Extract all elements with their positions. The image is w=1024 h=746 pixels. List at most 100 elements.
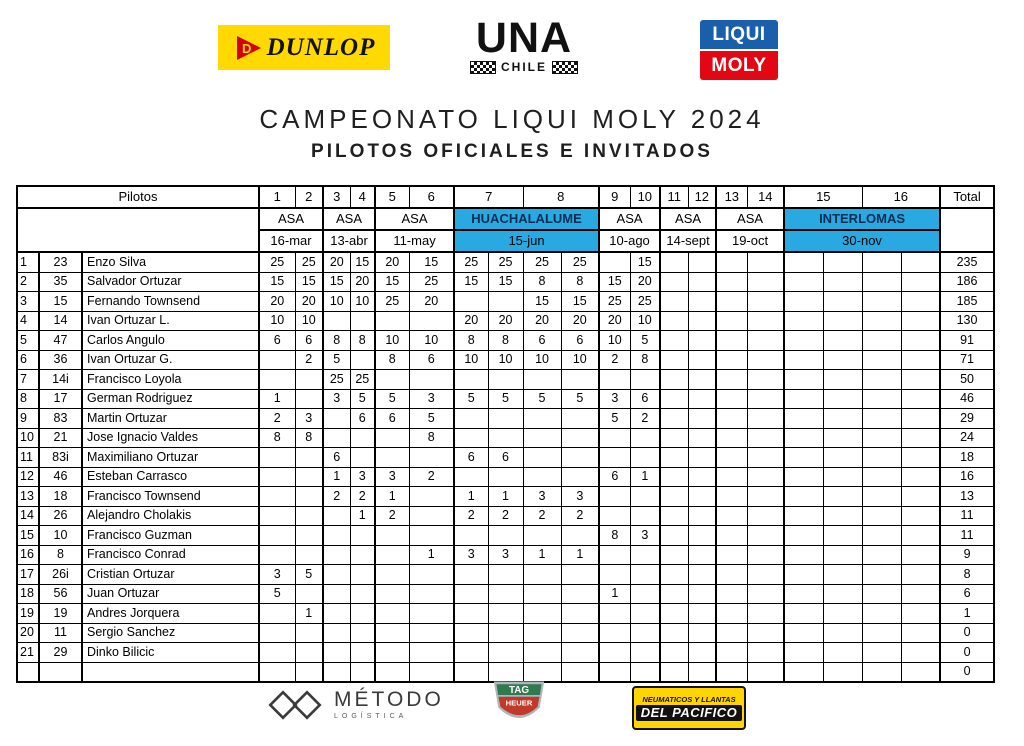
- metodo-logistica-logo: MÉTODO LOGÍSTICA: [266, 688, 444, 722]
- score-cell: [746, 466, 786, 487]
- score-cell: [522, 564, 562, 585]
- score-cell: 1: [560, 544, 601, 565]
- score-cell: [783, 447, 824, 468]
- score-cell: [659, 408, 689, 429]
- driver-row: 14 26 Alejandro Cholakis 1 2 2 2 2 2 11: [16, 505, 995, 526]
- score-cell: 15: [258, 271, 296, 292]
- score-cell: [822, 564, 863, 585]
- score-cell: [258, 642, 296, 663]
- driver-name-cell: Martin Ortuzar: [81, 408, 261, 429]
- score-cell: [629, 564, 662, 585]
- score-cell: 1: [294, 603, 325, 624]
- score-cell: [861, 427, 902, 448]
- position-cell: 20: [16, 622, 40, 643]
- event-date-cell: 10-ago: [598, 229, 662, 253]
- score-cell: 15: [560, 291, 601, 312]
- score-cell: 5: [322, 349, 351, 370]
- round-number-cell: 10: [629, 185, 662, 209]
- driver-row: 17 26i Cristian Ortuzar 3 5 8: [16, 564, 995, 585]
- driver-row: 3 15 Fernando Townsend 20 20 10 10 25 20 15 15 25 25…: [16, 291, 995, 312]
- score-cell: [900, 427, 942, 448]
- score-cell: 25: [258, 251, 296, 273]
- score-cell: [294, 486, 325, 507]
- score-cell: [294, 642, 325, 663]
- score-cell: [294, 583, 325, 604]
- score-cell: [715, 642, 748, 663]
- score-cell: 3: [598, 388, 631, 409]
- car-number-cell: 83i: [38, 447, 83, 468]
- score-cell: [822, 310, 863, 331]
- score-cell: [715, 388, 748, 409]
- score-cell: [487, 525, 524, 546]
- score-cell: [258, 349, 296, 370]
- score-cell: [522, 525, 562, 546]
- score-cell: [629, 603, 662, 624]
- score-cell: [783, 544, 824, 565]
- position-cell: 7: [16, 369, 40, 390]
- score-cell: [322, 642, 351, 663]
- score-cell: [746, 661, 786, 683]
- score-cell: [746, 603, 786, 624]
- car-number-cell: 29: [38, 642, 83, 663]
- score-cell: [715, 622, 748, 643]
- score-cell: 10: [374, 330, 410, 351]
- position-cell: 1: [16, 251, 40, 273]
- round-number-cell: 9: [598, 185, 631, 209]
- total-cell: 0: [939, 661, 995, 683]
- dunlop-logo: D DUNLOP: [218, 25, 390, 70]
- driver-row: 10 21 Jose Ignacio Valdes 8 8 8 24: [16, 427, 995, 448]
- score-cell: [598, 447, 631, 468]
- score-cell: [374, 603, 410, 624]
- score-cell: [746, 408, 786, 429]
- score-cell: [783, 349, 824, 370]
- score-cell: 3: [522, 486, 562, 507]
- score-cell: 1: [487, 486, 524, 507]
- score-cell: [349, 525, 377, 546]
- score-cell: [560, 466, 601, 487]
- score-cell: [453, 622, 489, 643]
- score-cell: 8: [487, 330, 524, 351]
- score-cell: 6: [294, 330, 325, 351]
- score-cell: [522, 603, 562, 624]
- position-cell: 8: [16, 388, 40, 409]
- score-cell: 3: [374, 466, 410, 487]
- score-cell: 2: [522, 505, 562, 526]
- score-cell: 1: [598, 583, 631, 604]
- score-cell: 2: [560, 505, 601, 526]
- driver-row: 6 36 Ivan Ortuzar G. 2 5 8 6 10 10 10 10 2 8 71: [16, 349, 995, 370]
- score-cell: [598, 505, 631, 526]
- del-pacifico-logo: NEUMATICOS Y LLANTAS DEL PACIFICO: [632, 686, 746, 730]
- score-cell: [822, 427, 863, 448]
- score-cell: [258, 544, 296, 565]
- score-cell: [783, 251, 824, 273]
- score-cell: [629, 642, 662, 663]
- score-cell: [715, 349, 748, 370]
- score-cell: [629, 622, 662, 643]
- score-cell: 20: [258, 291, 296, 312]
- car-number-cell: 56: [38, 583, 83, 604]
- event-name-cell: ASA: [659, 207, 718, 231]
- score-cell: [408, 583, 456, 604]
- score-cell: [374, 544, 410, 565]
- score-cell: [453, 525, 489, 546]
- score-cell: [322, 408, 351, 429]
- score-cell: [659, 251, 689, 273]
- score-cell: [659, 603, 689, 624]
- total-cell: 186: [939, 271, 995, 292]
- car-number-cell: 14i: [38, 369, 83, 390]
- score-cell: [560, 447, 601, 468]
- total-cell: 1: [939, 603, 995, 624]
- score-cell: [715, 603, 748, 624]
- score-cell: 15: [522, 291, 562, 312]
- score-cell: [598, 564, 631, 585]
- score-cell: 2: [487, 505, 524, 526]
- score-cell: [629, 369, 662, 390]
- score-cell: [560, 603, 601, 624]
- driver-name-cell: Andres Jorquera: [81, 603, 261, 624]
- score-cell: [560, 408, 601, 429]
- score-cell: 6: [258, 330, 296, 351]
- dunlop-wordmark: DUNLOP: [266, 33, 376, 61]
- score-cell: 10: [322, 291, 351, 312]
- score-cell: [783, 427, 824, 448]
- score-cell: [629, 583, 662, 604]
